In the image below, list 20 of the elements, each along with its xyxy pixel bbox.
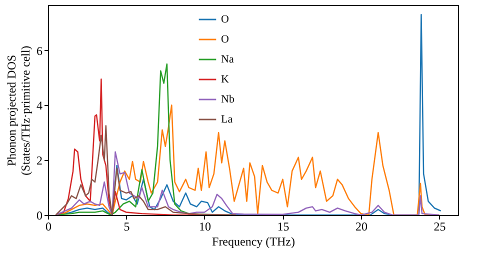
- y-tick-label: 0: [36, 208, 42, 222]
- y-tick-label: 6: [36, 44, 42, 58]
- legend-label: Nb: [221, 94, 235, 106]
- line-series: [55, 125, 236, 215]
- y-axis-title: Phonon projected DOS (States/THz·primitive cell): [4, 46, 32, 176]
- legend-label: O: [221, 14, 229, 26]
- x-axis-title: Frequency (THz): [212, 234, 295, 248]
- legend-label: K: [221, 74, 229, 86]
- line-series: [55, 151, 440, 215]
- legend-label: Na: [221, 54, 234, 66]
- x-tick-label: 20: [355, 220, 368, 234]
- x-tick-label: 10: [198, 220, 211, 234]
- legend-label: La: [221, 114, 233, 126]
- x-tick-label: 15: [277, 220, 290, 234]
- x-tick-label: 5: [124, 220, 130, 234]
- x-tick-label: 25: [434, 220, 446, 234]
- x-tick-label: 0: [46, 220, 52, 234]
- y-tick-label: 2: [36, 154, 42, 168]
- legend-label: O: [221, 34, 229, 46]
- y-tick-label: 4: [36, 98, 42, 113]
